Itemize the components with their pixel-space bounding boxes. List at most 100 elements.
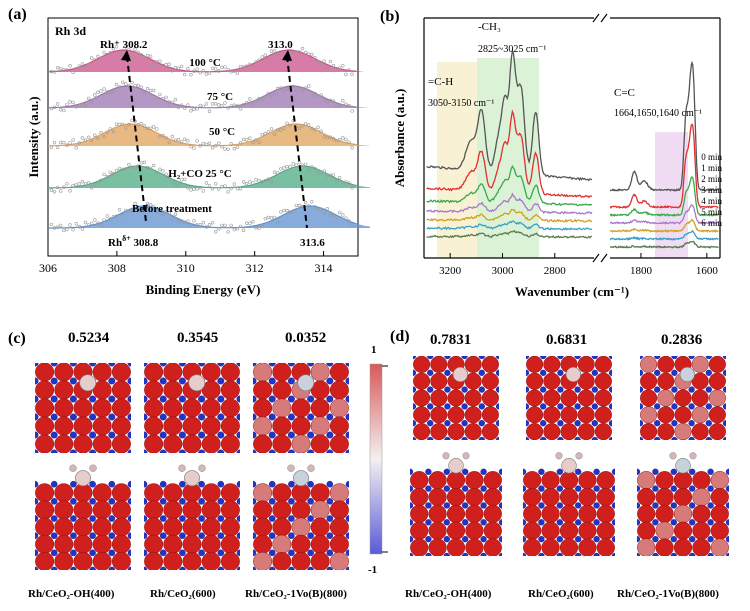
atom-o [557, 420, 564, 427]
atom-o [345, 413, 349, 421]
atom-o [425, 519, 432, 526]
atom-o [688, 403, 695, 410]
data-point [238, 141, 243, 145]
data-point [207, 141, 212, 146]
series-line-left [426, 164, 593, 207]
data-point [120, 213, 125, 217]
data-point [167, 175, 171, 179]
atom-ce [272, 500, 292, 520]
atom-o [345, 515, 349, 522]
atom-ce [144, 363, 164, 382]
atom-o [480, 536, 487, 543]
data-point [300, 88, 305, 93]
data-point [276, 86, 280, 91]
data-point [266, 177, 271, 181]
atom-ce [35, 398, 55, 418]
atom-o [69, 431, 77, 439]
data-point [201, 69, 206, 73]
atom-ce [541, 538, 560, 556]
atom-ce [483, 471, 502, 490]
atom-o [50, 363, 58, 367]
atom-o [538, 468, 545, 475]
atom-o [611, 519, 615, 526]
data-point [62, 68, 66, 72]
panel-d-caption-2: Rh/CeO₂(600) [528, 588, 594, 600]
data-point [238, 187, 243, 191]
data-point [232, 147, 237, 151]
data-point [300, 46, 305, 51]
atom-ce [578, 504, 597, 523]
atom-ce [111, 363, 131, 382]
data-point [251, 220, 255, 224]
atom-o [35, 431, 39, 439]
data-point [282, 208, 286, 213]
atom-o [70, 532, 77, 539]
atom-o [236, 449, 240, 453]
series-label: 75 °C [207, 91, 233, 103]
atom-o [144, 532, 148, 539]
data-point [136, 209, 140, 213]
data-point [279, 210, 283, 214]
atom-o [253, 566, 257, 570]
atom-ce [73, 551, 93, 570]
atom-o [611, 502, 615, 509]
atom-ce [144, 416, 164, 436]
data-point [223, 223, 227, 228]
atom-ce [543, 389, 561, 407]
data-point [260, 223, 264, 228]
atom-o [462, 552, 469, 556]
atom-o [288, 532, 295, 539]
data-point [204, 225, 209, 229]
data-point [288, 123, 292, 128]
atom-o [427, 403, 434, 410]
data-point [189, 188, 193, 192]
data-point [279, 52, 283, 56]
atom-o [236, 363, 240, 367]
data-point [176, 66, 181, 71]
atom-ce [410, 504, 429, 523]
atom-o [444, 436, 451, 440]
slab-top-view [640, 356, 726, 440]
data-point [226, 68, 230, 72]
atom-o [50, 449, 58, 453]
atom-ce [35, 380, 55, 400]
atom-ce [329, 380, 349, 400]
atom-o [253, 377, 257, 385]
data-point [189, 144, 193, 149]
atom-o [498, 519, 502, 526]
atom-o [307, 480, 314, 488]
data-point [350, 222, 354, 227]
atom-o [307, 532, 314, 539]
atom-ce [657, 356, 675, 373]
atom-o [611, 468, 615, 475]
atom-ce [92, 398, 112, 418]
data-point [136, 83, 140, 88]
data-point [257, 58, 261, 62]
data-point [80, 136, 85, 140]
atom-o [268, 395, 276, 403]
atom-o [345, 480, 349, 488]
atom-o [236, 480, 240, 488]
data-point [65, 68, 69, 72]
atom-o [574, 436, 581, 440]
atom-o [707, 502, 714, 509]
atom-o [538, 502, 545, 509]
series-group [426, 48, 719, 249]
atom-h [69, 464, 77, 472]
panel-c-caption-1: Rh/CeO₂-OH(400) [28, 588, 115, 600]
data-point [285, 164, 289, 169]
atom-ce [430, 389, 448, 407]
data-point [127, 48, 131, 52]
data-point [338, 138, 342, 142]
data-point [322, 98, 326, 102]
atom-ce [111, 517, 131, 537]
data-point [55, 185, 60, 190]
atom-ce [464, 389, 482, 407]
atom-ce [657, 406, 675, 424]
atom-ce [483, 538, 502, 556]
atom-ce [577, 423, 595, 440]
atom-rh [293, 470, 309, 487]
data-point [269, 49, 274, 53]
data-point [139, 53, 144, 57]
